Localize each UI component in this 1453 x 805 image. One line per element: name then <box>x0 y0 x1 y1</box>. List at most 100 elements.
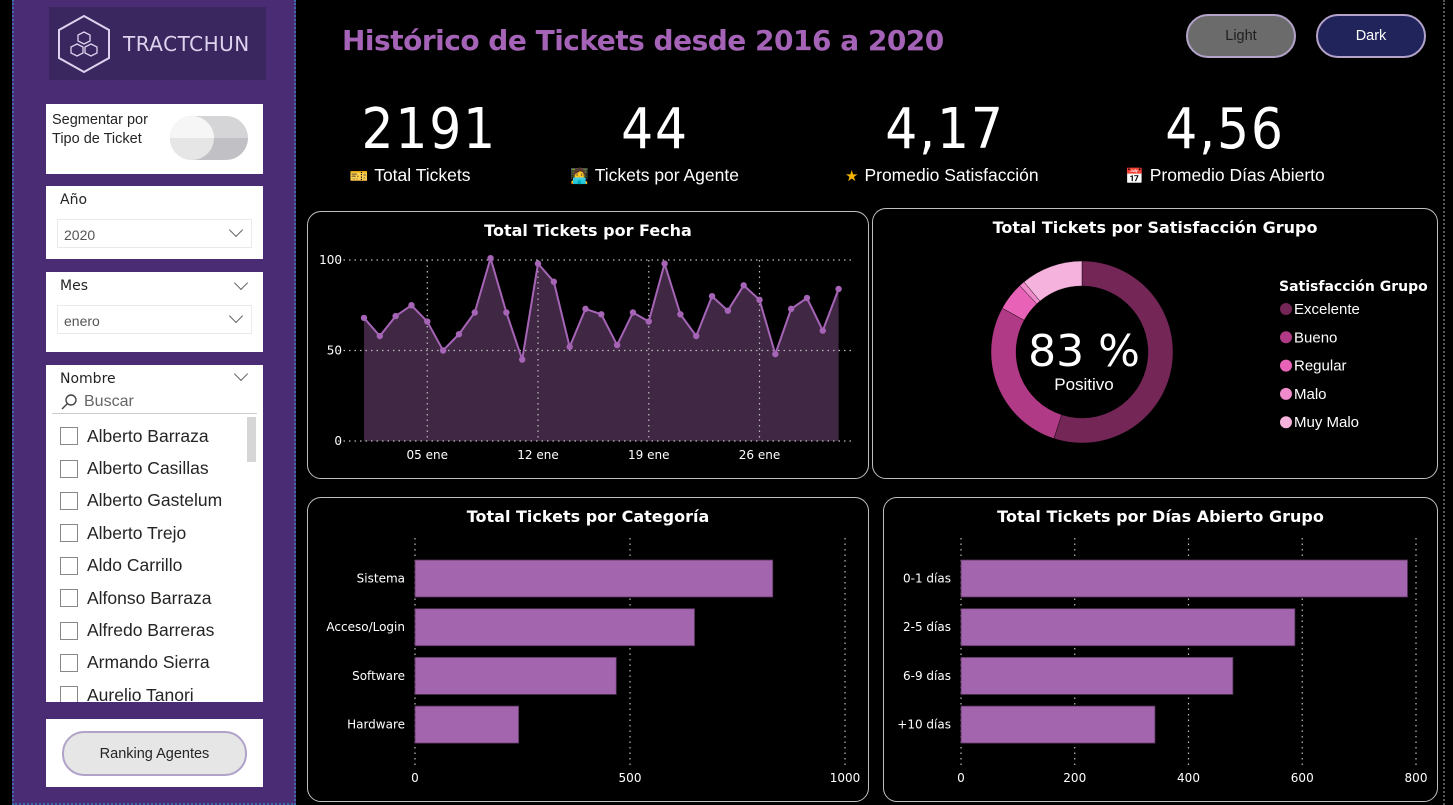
toggle-card: Segmentar por Tipo de Ticket <box>46 104 263 174</box>
light-theme-button[interactable]: Light <box>1186 14 1296 58</box>
name-label: Aurelio Tanori <box>87 684 194 702</box>
legend-marker <box>1280 359 1292 372</box>
donut-center-label: Positivo <box>1054 375 1114 394</box>
satisfaction-panel: Total Tickets por Satisfacción Grupo 83 … <box>872 208 1438 479</box>
name-list-item[interactable]: Alberto Barraza <box>60 420 222 452</box>
data-point <box>693 332 700 340</box>
checkbox[interactable] <box>60 491 78 510</box>
checkbox[interactable] <box>60 556 78 575</box>
data-point <box>550 278 558 285</box>
page-title: Histórico de Tickets desde 2016 a 2020 <box>342 24 944 57</box>
name-list-item[interactable]: Alfredo Barreras <box>60 614 222 646</box>
name-label: Alberto Gastelum <box>87 490 223 511</box>
checkbox[interactable] <box>60 524 78 543</box>
logo-text: TRACTCHUN <box>123 31 250 56</box>
donut-slice-excelente <box>1053 260 1174 444</box>
legend-item: Muy Malo <box>1294 414 1359 431</box>
checkbox[interactable] <box>60 686 78 702</box>
name-list-item[interactable]: Alberto Gastelum <box>60 485 222 517</box>
x-tick-label: 500 <box>619 771 642 785</box>
toggle-knob[interactable] <box>170 116 214 160</box>
bar <box>414 559 774 598</box>
data-point <box>613 341 621 349</box>
kpi-avg-days-open: 4,56 📅 Promedio Días Abierto <box>1125 98 1325 186</box>
name-list-item[interactable]: Alberto Trejo <box>60 517 222 549</box>
tickets-by-category-panel: Total Tickets por Categoría 0 500 1000 Sist… <box>307 497 869 802</box>
kpi-avg-satisfaction: 4,17 ★ Promedio Satisfacción <box>845 98 1039 186</box>
data-point <box>376 332 384 340</box>
name-list-item[interactable]: Alberto Casillas <box>60 452 222 484</box>
y-tick-label: 0 <box>334 434 342 448</box>
legend-title: Satisfacción Grupo <box>1279 279 1428 295</box>
donut-center-value: 83 % <box>1028 326 1140 377</box>
kpi-label: 📅 Promedio Días Abierto <box>1125 165 1325 186</box>
name-label: Alfonso Barraza <box>87 587 212 608</box>
data-point <box>645 318 652 325</box>
legend-marker <box>1280 303 1292 315</box>
month-slicer: Mes enero <box>46 272 263 352</box>
tickets-by-days-open-chart: 0 200 400 600 800 0-1 días 2-5 días 6-9 días +10… <box>897 538 1428 785</box>
data-point <box>708 293 716 300</box>
year-slicer-title: Año <box>60 192 88 208</box>
name-list: Alberto Barraza Alberto Casillas Alberto G… <box>60 420 222 702</box>
kpi-value: 2191 <box>361 97 497 162</box>
technologist-icon: 🧑‍💻 <box>570 168 589 185</box>
checkbox[interactable] <box>60 459 78 478</box>
bar <box>960 559 1408 598</box>
category-label: Hardware <box>347 718 405 732</box>
data-point <box>503 309 510 316</box>
legend-item: Regular <box>1294 358 1347 375</box>
data-point <box>519 356 526 363</box>
bar <box>960 656 1234 695</box>
legend-marker <box>1280 416 1292 429</box>
name-list-item[interactable]: Aldo Carrillo <box>60 550 222 582</box>
x-tick-label: 1000 <box>830 771 861 785</box>
name-list-item[interactable]: Armando Sierra <box>60 647 222 679</box>
data-point <box>360 314 368 322</box>
data-point <box>534 260 542 267</box>
kpi-label-text: Promedio Satisfacción <box>864 165 1039 185</box>
bar <box>414 705 520 744</box>
bar <box>960 608 1296 647</box>
checkbox[interactable] <box>60 427 78 446</box>
name-slicer: Nombre Buscar Alberto Barraza Alberto Cas… <box>46 365 263 702</box>
category-label: +10 días <box>897 718 951 732</box>
checkbox[interactable] <box>60 589 78 608</box>
legend-item: Bueno <box>1294 329 1337 346</box>
name-list-item[interactable]: Alfonso Barraza <box>60 582 222 614</box>
month-dropdown[interactable]: enero <box>57 305 252 334</box>
donut-slice-muy-malo <box>1023 260 1083 302</box>
year-dropdown[interactable]: 2020 <box>57 219 252 248</box>
name-label: Armando Sierra <box>87 652 210 673</box>
data-point <box>819 327 826 334</box>
data-point <box>772 350 779 358</box>
name-search[interactable]: Buscar <box>60 393 134 411</box>
year-selected-value: 2020 <box>64 227 96 243</box>
bar <box>960 705 1156 744</box>
data-point <box>598 311 605 318</box>
x-tick-label: 800 <box>1405 771 1428 785</box>
ranking-agentes-button[interactable]: Ranking Agentes <box>62 731 247 776</box>
data-point <box>661 260 668 267</box>
dark-theme-button[interactable]: Dark <box>1316 14 1426 58</box>
bar <box>414 656 617 695</box>
scrollbar[interactable] <box>247 417 256 462</box>
chevron-down-icon <box>228 308 244 324</box>
ticket-type-toggle[interactable] <box>170 116 248 160</box>
data-point <box>835 285 842 293</box>
checkbox[interactable] <box>60 621 78 640</box>
x-tick-label: 26 ene <box>739 448 780 462</box>
category-label: 2-5 días <box>903 620 951 634</box>
collapse-chevron-icon[interactable] <box>233 366 249 382</box>
checkbox[interactable] <box>60 653 78 672</box>
name-list-item[interactable]: Aurelio Tanori <box>60 679 222 702</box>
category-label: Acceso/Login <box>326 620 405 634</box>
calendar-icon: 📅 <box>1125 168 1144 185</box>
data-point <box>566 343 573 351</box>
collapse-chevron-icon[interactable] <box>233 275 249 291</box>
tickets-by-days-open-panel: Total Tickets por Días Abierto Grupo 0 20… <box>883 497 1438 802</box>
data-point <box>724 307 732 314</box>
data-point <box>803 294 811 302</box>
name-label: Alberto Casillas <box>87 458 209 479</box>
kpi-label: 🧑‍💻 Tickets por Agente <box>570 165 739 186</box>
